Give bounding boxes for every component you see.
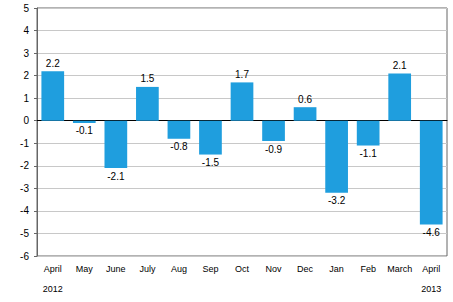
svg-text:-4.6: -4.6 xyxy=(423,227,441,238)
svg-text:-2: -2 xyxy=(20,160,29,171)
svg-text:-1.5: -1.5 xyxy=(202,157,220,168)
svg-text:2: 2 xyxy=(23,70,29,81)
svg-text:1: 1 xyxy=(23,93,29,104)
svg-text:4: 4 xyxy=(23,25,29,36)
svg-text:Feb: Feb xyxy=(360,264,376,274)
svg-text:5: 5 xyxy=(23,3,29,14)
svg-text:3: 3 xyxy=(23,48,29,59)
svg-text:-0.8: -0.8 xyxy=(170,141,188,152)
svg-text:July: July xyxy=(139,264,156,274)
svg-text:Dec: Dec xyxy=(297,264,314,274)
svg-text:0.6: 0.6 xyxy=(298,94,312,105)
svg-text:1.5: 1.5 xyxy=(140,73,154,84)
svg-text:March: March xyxy=(387,264,412,274)
svg-text:Aug: Aug xyxy=(171,264,187,274)
svg-text:2.1: 2.1 xyxy=(393,60,407,71)
svg-text:-2.1: -2.1 xyxy=(107,171,125,182)
svg-text:-3.2: -3.2 xyxy=(328,195,346,206)
svg-text:April: April xyxy=(422,264,440,274)
svg-text:May: May xyxy=(76,264,94,274)
svg-text:0: 0 xyxy=(23,115,29,126)
svg-text:Nov: Nov xyxy=(266,264,283,274)
svg-text:April: April xyxy=(44,264,62,274)
svg-text:2.2: 2.2 xyxy=(46,58,60,69)
svg-text:June: June xyxy=(106,264,126,274)
svg-text:2013: 2013 xyxy=(421,284,441,294)
svg-text:1.7: 1.7 xyxy=(235,69,249,80)
svg-text:-0.9: -0.9 xyxy=(265,144,283,155)
svg-text:-0.1: -0.1 xyxy=(76,125,94,136)
svg-text:Sep: Sep xyxy=(202,264,218,274)
svg-text:-1.1: -1.1 xyxy=(360,148,378,159)
svg-text:2012: 2012 xyxy=(43,284,63,294)
svg-text:-6: -6 xyxy=(20,251,29,262)
svg-text:-3: -3 xyxy=(20,183,29,194)
svg-text:-1: -1 xyxy=(20,138,29,149)
svg-text:Oct: Oct xyxy=(235,264,250,274)
svg-text:Jan: Jan xyxy=(329,264,344,274)
svg-text:-4: -4 xyxy=(20,205,29,216)
svg-text:-5: -5 xyxy=(20,228,29,239)
